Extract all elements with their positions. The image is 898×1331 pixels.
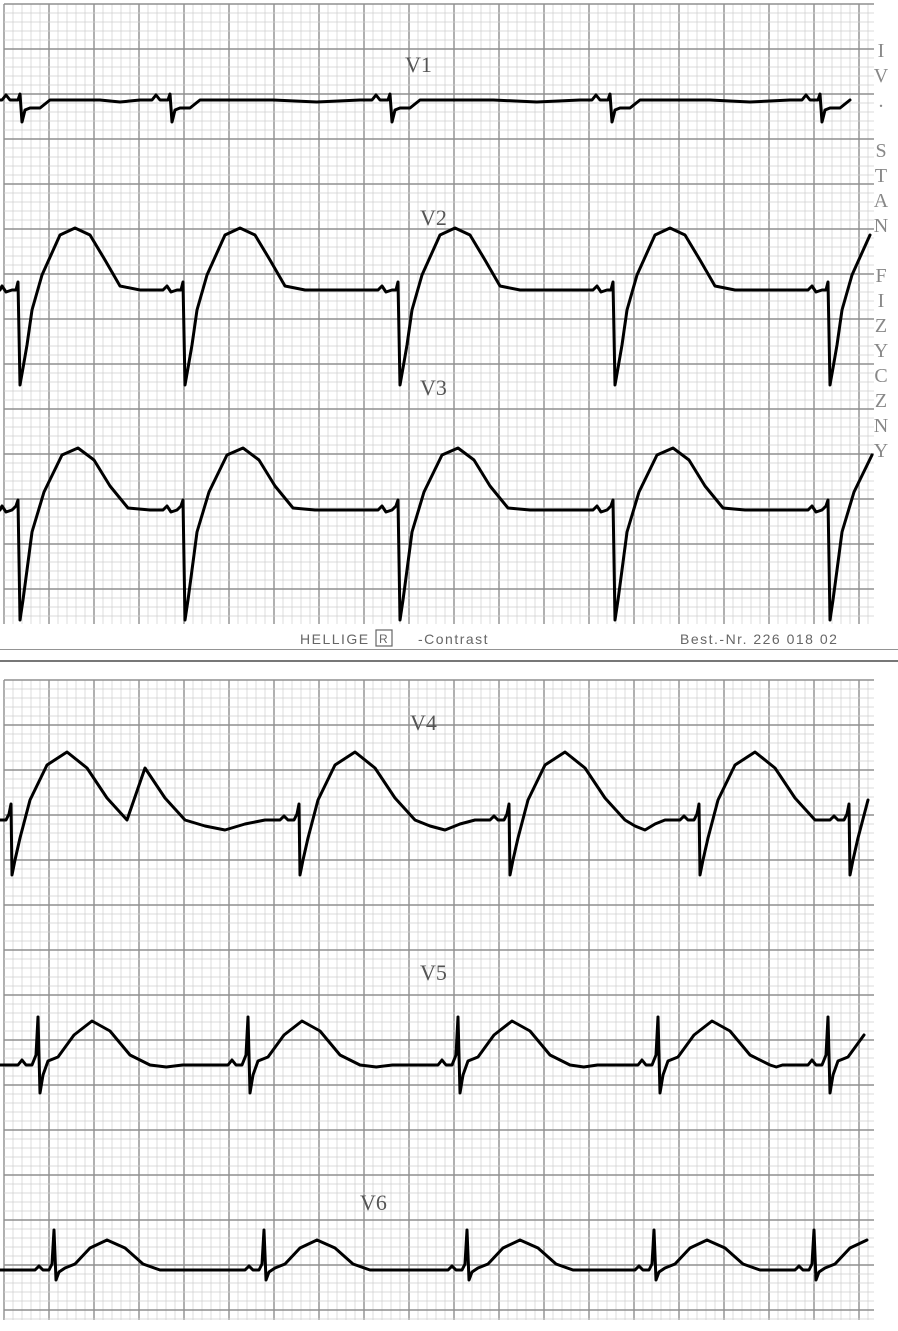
ecg-trace-v5 bbox=[0, 1017, 864, 1093]
handwritten-label: V1 bbox=[405, 52, 432, 77]
footer-order: Best.-Nr. 226 018 02 bbox=[680, 631, 838, 647]
handwritten-label: V5 bbox=[420, 960, 447, 985]
footer-brand: HELLIGE bbox=[300, 631, 370, 647]
handwritten-label: V4 bbox=[410, 710, 437, 735]
ecg-strip-bottom: V4 V5 V6 bbox=[0, 670, 898, 1331]
handwritten-label: V6 bbox=[360, 1190, 387, 1215]
ecg-trace-v2 bbox=[0, 228, 870, 385]
ecg-svg-top: V1 V2 V3 HELLIGE R -Contrast Best.-Nr. 226 018… bbox=[0, 0, 898, 650]
ecg-strip-top: V1 V2 V3 HELLIGE R -Contrast Best.-Nr. 226 018… bbox=[0, 0, 898, 650]
brand-logo-letter: R bbox=[379, 632, 388, 646]
handwritten-label: V3 bbox=[420, 375, 447, 400]
side-label: IV. STAN FIZYCZNY bbox=[869, 40, 892, 465]
handwritten-label: V2 bbox=[420, 205, 447, 230]
footer-product: -Contrast bbox=[418, 631, 489, 647]
ecg-svg-bottom: V4 V5 V6 bbox=[0, 670, 898, 1331]
strip-separator bbox=[0, 660, 898, 662]
ecg-trace-v1 bbox=[0, 94, 850, 122]
